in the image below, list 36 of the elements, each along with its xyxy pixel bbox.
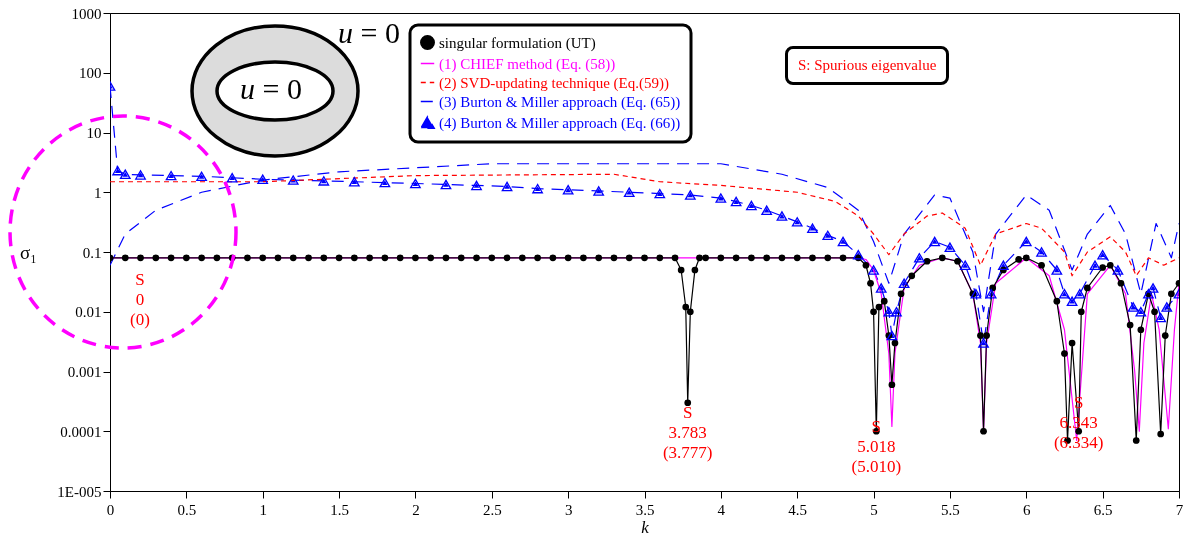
x-tick-label: 2 xyxy=(412,501,420,518)
annotation: S 0 (0) xyxy=(130,270,150,330)
x-tick-label: 6.5 xyxy=(1093,501,1113,518)
y-tick-label: 1E-005 xyxy=(57,483,102,500)
annotation: u = 0 xyxy=(240,72,302,106)
x-axis-title: k xyxy=(641,517,650,537)
x-tick-label: 2.5 xyxy=(482,501,502,518)
y-tick-label: 100 xyxy=(79,65,102,82)
x-tick-label: 4 xyxy=(717,501,726,518)
x-tick-label: 0.5 xyxy=(177,501,197,518)
x-tick-label: 0 xyxy=(106,501,115,518)
legend-label: (1) CHIEF method (Eq. (58)) xyxy=(439,55,616,73)
x-tick-label: 1.5 xyxy=(330,501,349,518)
y-tick-label: 0.001 xyxy=(67,364,102,380)
x-tick-label: 5.5 xyxy=(941,501,960,518)
annotation: S: Spurious eigenvalue xyxy=(785,46,950,85)
legend-label: (2) SVD-updating technique (Eq.(59)) xyxy=(439,74,669,92)
y-tick-label: 1 xyxy=(94,184,102,201)
legend-label: (3) Burton & Miller approach (Eq. (65)) xyxy=(439,93,681,111)
legend-label: (4) Burton & Miller approach (Eq. (66)) xyxy=(439,114,681,132)
x-tick-label: 7 xyxy=(1175,501,1184,518)
legend-label: singular formulation (UT) xyxy=(439,34,596,52)
y-axis-title: σ₁ xyxy=(20,241,37,263)
y-tick-label: 1000 xyxy=(71,5,102,22)
x-tick-label: 3 xyxy=(564,501,573,518)
y-tick-label: 0.0001 xyxy=(60,423,102,440)
annotation: S 3.783 (3.777) xyxy=(662,402,713,462)
x-tick-label: 3.5 xyxy=(635,501,655,518)
x-tick-label: 5 xyxy=(870,501,878,518)
y-tick-label: 0.01 xyxy=(75,304,102,321)
x-tick-label: 6 xyxy=(1023,501,1032,518)
annotation: u = 0 xyxy=(338,16,400,50)
x-tick-label: 1 xyxy=(259,501,267,518)
y-tick-label: 10 xyxy=(86,125,102,141)
x-tick-label: 4.5 xyxy=(788,501,808,518)
y-tick-label: 0.1 xyxy=(82,244,102,261)
